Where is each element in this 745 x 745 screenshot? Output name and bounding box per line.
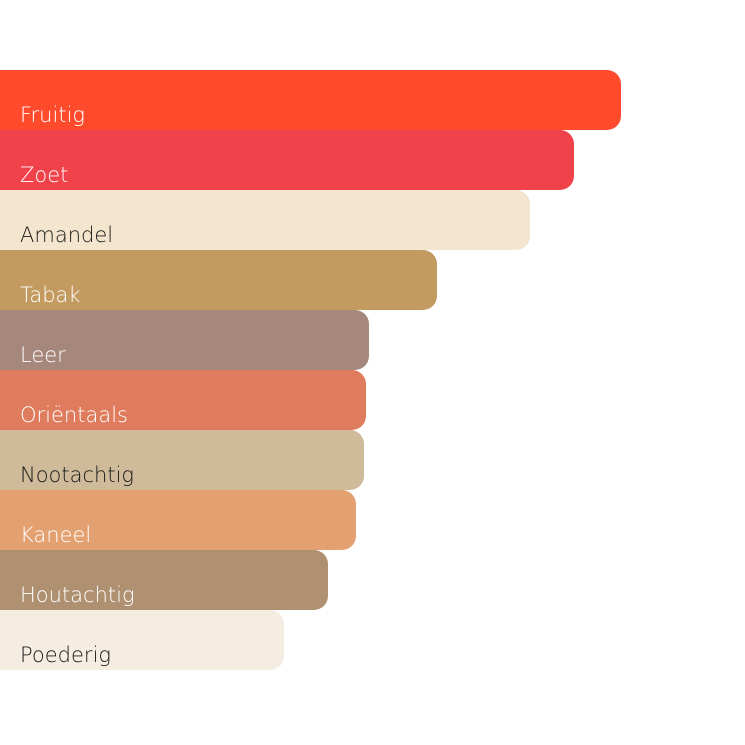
bar-label: Amandel [20, 223, 114, 247]
bar-label: Kaneel [20, 523, 92, 547]
accord-bar-chart: Fruitig Zoet Amandel Tabak Leer Oriëntaals Noo… [0, 70, 745, 670]
bar-houtachtig: Houtachtig [0, 550, 329, 610]
bar-leer: Leer [0, 310, 369, 370]
bar-label: Poederig [20, 643, 112, 667]
bar-label: Houtachtig [20, 583, 135, 607]
bar-zoet: Zoet [0, 130, 574, 190]
bar-tabak: Tabak [0, 250, 438, 310]
bar-label: Fruitig [20, 103, 85, 127]
bar-orientaals: Oriëntaals [0, 370, 366, 430]
bar-label: Nootachtig [20, 463, 135, 487]
bar-fruitig: Fruitig [0, 70, 621, 130]
bar-poederig: Poederig [0, 610, 285, 670]
bar-label: Zoet [20, 163, 69, 187]
bar-label: Leer [20, 343, 66, 367]
bar-nootachtig: Nootachtig [0, 430, 364, 490]
bar-label: Tabak [20, 283, 81, 307]
bar-label: Oriëntaals [20, 403, 128, 427]
bar-amandel: Amandel [0, 190, 530, 250]
bar-kaneel: Kaneel [0, 490, 356, 550]
